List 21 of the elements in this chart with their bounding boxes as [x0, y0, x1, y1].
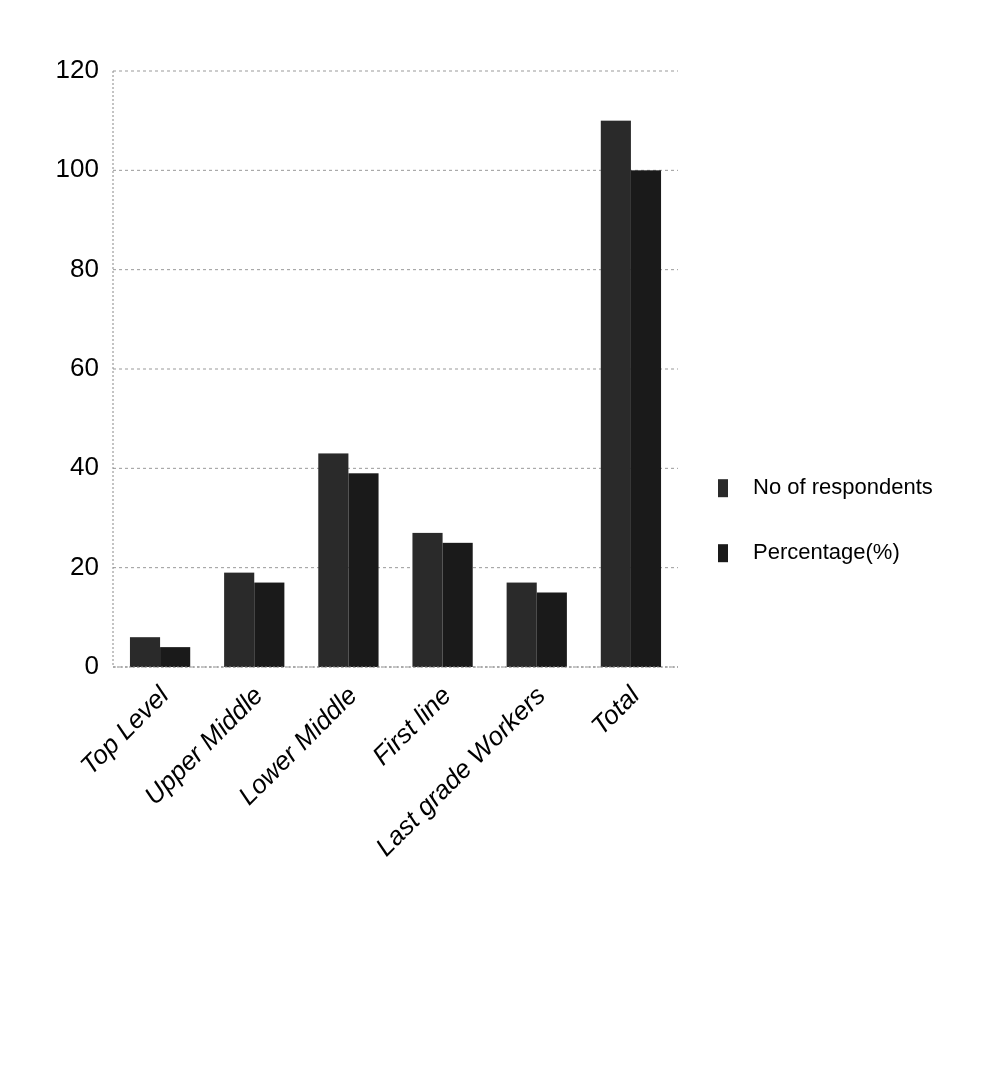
bar [600, 120, 631, 667]
y-tick-label: 80 [70, 252, 99, 283]
bar [348, 473, 379, 667]
bar [318, 453, 349, 667]
y-tick-label: 60 [70, 351, 99, 382]
y-tick-label: 40 [70, 451, 99, 482]
bar [129, 637, 161, 667]
bar [412, 532, 443, 667]
y-tick-label: 100 [55, 153, 99, 184]
bar [506, 582, 537, 667]
y-tick-label: 120 [55, 53, 99, 84]
y-tick-label: 0 [84, 649, 99, 680]
bar [630, 170, 662, 667]
bar [160, 647, 191, 667]
bar [224, 572, 255, 667]
legend-label: Percentage(%) [753, 539, 900, 565]
y-tick-label: 20 [70, 550, 99, 581]
bar [442, 542, 473, 667]
bar [536, 592, 567, 667]
legend-label: No of respondents [753, 474, 933, 500]
bar [254, 582, 285, 667]
